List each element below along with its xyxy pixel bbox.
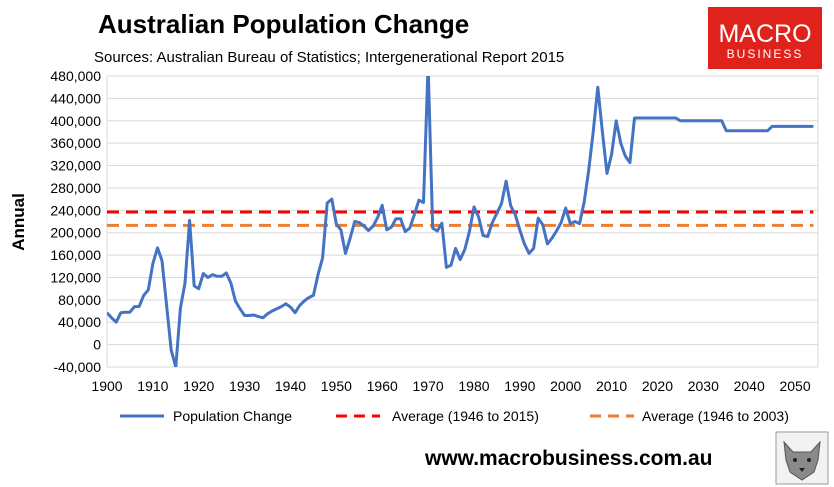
x-tick-label: 2000 [550,378,581,394]
x-tick-label: 1990 [504,378,535,394]
logo-line1: MACRO [718,20,811,48]
x-tick-label: 1930 [229,378,260,394]
y-tick-label: 120,000 [50,269,101,285]
y-tick-label: 360,000 [50,135,101,151]
y-tick-label: 0 [93,337,101,353]
plot-border [106,75,819,368]
y-tick-label: 320,000 [50,158,101,174]
x-tick-label: 1970 [413,378,444,394]
wolf-logo-icon [775,431,829,485]
y-axis-label: Annual [9,193,28,251]
y-tick-label: 40,000 [58,314,101,330]
x-tick-label: 1950 [321,378,352,394]
legend: Population Change Average (1946 to 2015) A… [120,408,789,424]
x-tick-label: 2020 [642,378,673,394]
legend-label: Average (1946 to 2003) [642,408,789,424]
x-axis-ticks: 1900 1910 1920 1930 1940 1950 1960 1970 1980 1990… [91,378,810,394]
legend-label: Population Change [173,408,292,424]
x-tick-label: 1920 [183,378,214,394]
y-tick-label: -40,000 [54,359,102,375]
x-tick-label: 2030 [688,378,719,394]
website-url: www.macrobusiness.com.au [424,447,712,470]
y-tick-label: 80,000 [58,292,101,308]
x-tick-label: 2050 [779,378,810,394]
y-tick-label: 400,000 [50,113,101,129]
y-tick-label: 440,000 [50,90,101,106]
series-layer [107,76,814,367]
plot-area: -40,000 0 40,000 80,000 120,000 160,000 200,00… [50,68,819,394]
y-tick-label: 200,000 [50,225,101,241]
macrobusiness-logo: MACRO BUSINESS [708,7,822,69]
x-tick-label: 1960 [367,378,398,394]
logo-line2: BUSINESS [727,47,804,61]
x-tick-label: 1940 [275,378,306,394]
gridlines [106,75,819,368]
series-population-change [107,76,814,367]
x-tick-label: 1910 [137,378,168,394]
x-tick-label: 2040 [734,378,765,394]
legend-label: Average (1946 to 2015) [392,408,539,424]
chart-title: Australian Population Change [98,9,469,39]
x-tick-label: 1980 [458,378,489,394]
y-tick-label: 160,000 [50,247,101,263]
y-tick-label: 240,000 [50,202,101,218]
y-axis-ticks: -40,000 0 40,000 80,000 120,000 160,000 200,00… [50,68,101,375]
y-tick-label: 280,000 [50,180,101,196]
y-tick-label: 480,000 [50,68,101,84]
x-tick-label: 1900 [91,378,122,394]
logo-background [708,7,822,69]
chart-subtitle: Sources: Australian Bureau of Statistics… [94,49,564,66]
x-tick-label: 2010 [596,378,627,394]
